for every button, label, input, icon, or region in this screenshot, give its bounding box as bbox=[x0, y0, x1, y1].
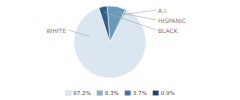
slice-label: BLACK bbox=[158, 27, 179, 34]
legend-label: 3.7% bbox=[133, 90, 147, 96]
legend-swatch bbox=[65, 91, 71, 96]
label-leader bbox=[124, 10, 156, 15]
label-leader bbox=[104, 12, 156, 30]
legend-label: 87.2% bbox=[73, 90, 90, 96]
slice-label: HISPANIC bbox=[158, 17, 186, 24]
legend-swatch bbox=[97, 91, 103, 96]
chart: WHITE A.I. HISPANIC BLACK 87.2% 8.3% 3.7% 0.9% bbox=[0, 0, 240, 100]
slice-label: WHITE bbox=[46, 27, 66, 34]
label-leader bbox=[115, 12, 156, 20]
label-leader bbox=[68, 30, 89, 36]
pie bbox=[74, 6, 146, 78]
legend-label: 0.9% bbox=[161, 90, 175, 96]
legend: 87.2% 8.3% 3.7% 0.9% bbox=[65, 90, 174, 96]
legend-label: 8.3% bbox=[105, 90, 119, 96]
legend-swatch bbox=[125, 91, 131, 96]
legend-swatch bbox=[153, 91, 159, 96]
pie-slice bbox=[99, 6, 110, 42]
slice-label: A.I. bbox=[158, 7, 168, 14]
